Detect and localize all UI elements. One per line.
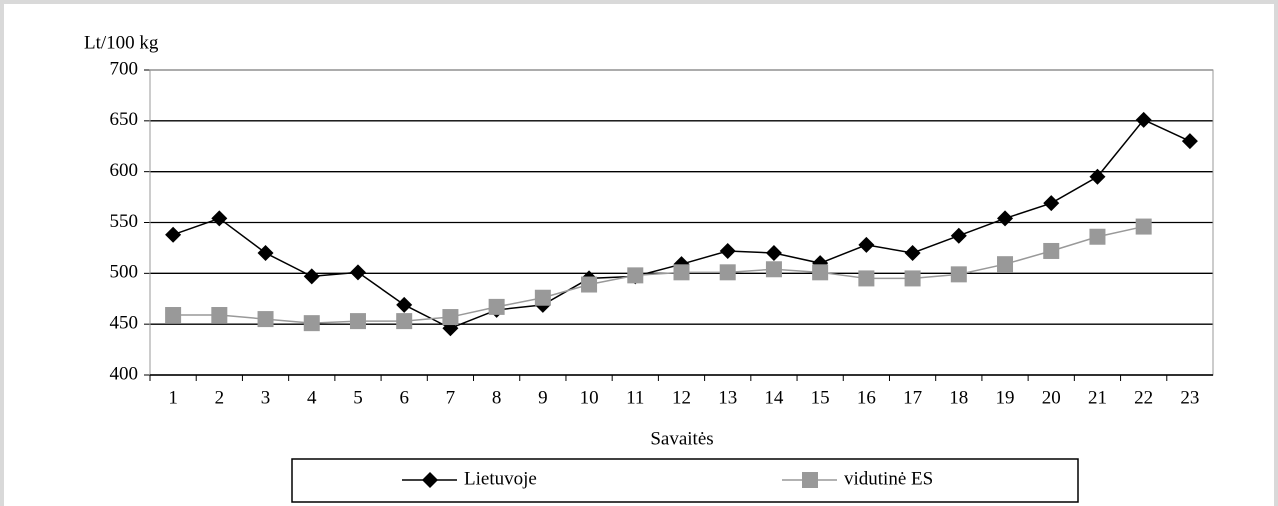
y-tick-label: 450 xyxy=(110,313,139,334)
x-tick-label: 20 xyxy=(1042,387,1061,408)
marker xyxy=(904,270,921,287)
y-tick-label: 700 xyxy=(110,58,139,79)
marker xyxy=(627,267,644,284)
marker xyxy=(1089,228,1106,245)
marker xyxy=(719,242,736,259)
y-axis-label: Lt/100 kg xyxy=(84,32,159,53)
x-tick-label: 1 xyxy=(168,387,178,408)
x-tick-label: 7 xyxy=(446,387,456,408)
marker xyxy=(1043,242,1060,259)
marker xyxy=(1135,218,1152,235)
marker xyxy=(1043,195,1060,212)
marker xyxy=(165,307,182,324)
marker xyxy=(257,245,274,261)
marker xyxy=(904,245,921,261)
x-tick-label: 8 xyxy=(492,387,502,408)
x-tick-label: 15 xyxy=(811,387,830,408)
x-axis-label: Savaitės xyxy=(650,428,713,449)
marker xyxy=(858,270,875,287)
marker xyxy=(488,298,505,315)
marker xyxy=(1181,133,1198,150)
x-tick-label: 2 xyxy=(215,387,225,408)
x-tick-label: 6 xyxy=(399,387,409,408)
x-tick-label: 14 xyxy=(764,387,784,408)
marker xyxy=(997,256,1014,273)
marker xyxy=(396,313,413,330)
y-tick-label: 400 xyxy=(110,363,139,384)
y-tick-label: 600 xyxy=(110,160,139,181)
marker xyxy=(211,210,228,227)
marker xyxy=(765,245,782,261)
x-tick-label: 10 xyxy=(580,387,599,408)
legend-label: vidutinė ES xyxy=(844,468,933,489)
marker xyxy=(1135,111,1152,128)
x-tick-label: 13 xyxy=(718,387,737,408)
marker xyxy=(303,268,320,285)
series-line xyxy=(173,225,1144,324)
marker xyxy=(422,472,438,488)
x-tick-label: 21 xyxy=(1088,387,1107,408)
marker xyxy=(950,227,967,244)
y-tick-label: 550 xyxy=(110,211,139,232)
marker xyxy=(765,261,782,278)
marker xyxy=(673,264,690,281)
marker xyxy=(534,289,551,306)
x-tick-label: 23 xyxy=(1180,387,1199,408)
marker xyxy=(719,264,736,281)
x-tick-label: 11 xyxy=(626,387,644,408)
x-tick-label: 5 xyxy=(353,387,363,408)
marker xyxy=(396,296,413,313)
marker xyxy=(211,307,228,324)
marker xyxy=(349,313,366,330)
y-tick-label: 650 xyxy=(110,109,139,130)
marker xyxy=(950,266,967,283)
x-tick-label: 19 xyxy=(996,387,1015,408)
x-tick-label: 17 xyxy=(903,387,922,408)
x-tick-label: 12 xyxy=(672,387,691,408)
marker xyxy=(997,210,1014,227)
legend-label: Lietuvoje xyxy=(464,468,537,489)
series-line xyxy=(172,118,1191,330)
y-tick-label: 500 xyxy=(110,262,139,283)
x-tick-label: 18 xyxy=(949,387,968,408)
marker xyxy=(303,315,320,332)
x-tick-label: 22 xyxy=(1134,387,1153,408)
marker xyxy=(442,309,459,326)
marker xyxy=(165,226,182,243)
marker xyxy=(812,264,829,281)
marker xyxy=(802,472,818,488)
x-tick-label: 9 xyxy=(538,387,548,408)
x-tick-label: 4 xyxy=(307,387,317,408)
x-tick-label: 16 xyxy=(857,387,876,408)
marker xyxy=(1089,168,1106,185)
x-tick-label: 3 xyxy=(261,387,271,408)
marker xyxy=(349,264,366,281)
marker xyxy=(257,311,274,328)
marker xyxy=(858,236,875,253)
marker xyxy=(581,276,598,293)
legend xyxy=(291,458,1079,503)
